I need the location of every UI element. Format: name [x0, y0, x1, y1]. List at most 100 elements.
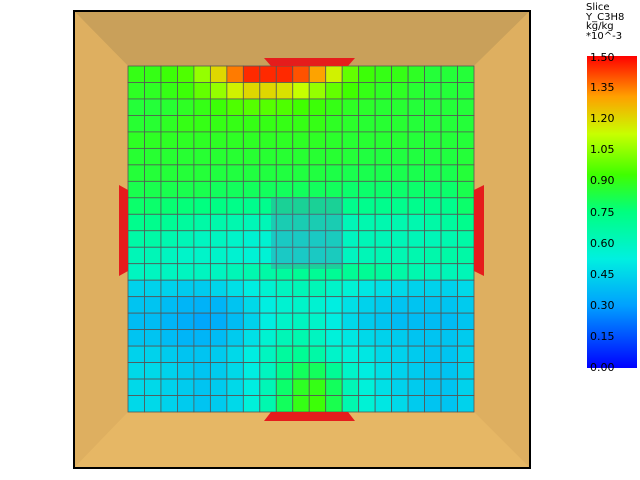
field-cell [440, 263, 458, 281]
field-cell [325, 147, 343, 166]
field-cell [259, 378, 277, 396]
field-cell [407, 263, 425, 281]
field-cell [358, 164, 376, 182]
field-cell [127, 147, 145, 166]
field-cell [209, 82, 228, 100]
field-cell [127, 131, 145, 149]
field-cell [177, 312, 195, 331]
field-cell [259, 131, 277, 149]
field-cell [424, 378, 442, 396]
field-cell [177, 230, 195, 248]
field-cell [457, 197, 475, 215]
tick-label: 1.05 [590, 143, 615, 156]
tick-label: 0.00 [590, 361, 615, 374]
field-cell [391, 65, 409, 83]
field-cell [424, 131, 442, 149]
field-cell [391, 213, 409, 232]
right-vent [474, 185, 484, 276]
field-cell [144, 345, 162, 363]
field-cell [242, 147, 261, 166]
field-cell [440, 131, 458, 149]
field-cell [424, 65, 442, 83]
field-cell [144, 131, 162, 149]
field-cell [374, 213, 393, 232]
field-cell [440, 180, 458, 199]
field-cell [457, 279, 475, 298]
field-cell [160, 82, 178, 100]
field-cell [193, 131, 211, 149]
field-cell [242, 296, 261, 314]
field-cell [308, 395, 327, 413]
field-cell [358, 115, 376, 133]
field-cell [358, 395, 376, 413]
field-cell [144, 279, 162, 298]
field-cell [391, 279, 409, 298]
field-cell [457, 230, 475, 248]
field-cell [292, 147, 310, 166]
field-cell [209, 329, 228, 347]
field-cell [440, 164, 458, 182]
field-cell [440, 115, 458, 133]
field-cell [308, 180, 327, 199]
field-cell [391, 115, 409, 133]
field-cell [209, 147, 228, 166]
field-cell [341, 296, 360, 314]
field-cell [341, 180, 360, 199]
field-cell [160, 279, 178, 298]
field-cell [160, 65, 178, 83]
field-cell [144, 246, 162, 265]
field-cell [226, 312, 244, 331]
field-cell [160, 98, 178, 116]
field-cell [226, 246, 244, 265]
field-cell [407, 312, 425, 331]
field-cell [325, 329, 343, 347]
field-cell [177, 362, 195, 380]
field-cell [193, 65, 211, 83]
field-cell [424, 312, 442, 331]
field-cell [127, 65, 145, 83]
field-cell [308, 345, 327, 363]
field-cell [177, 345, 195, 363]
field-cell [292, 395, 310, 413]
field-cell [308, 362, 327, 380]
field-cell [177, 98, 195, 116]
field-cell [275, 312, 294, 331]
field-cell [242, 164, 261, 182]
field-cell [407, 296, 425, 314]
colorbar [587, 56, 637, 368]
field-cell [226, 378, 244, 396]
field-cell [424, 362, 442, 380]
field-cell [407, 65, 425, 83]
field-cell [127, 180, 145, 199]
field-cell [374, 180, 393, 199]
field-cell [209, 197, 228, 215]
field-cell [308, 131, 327, 149]
field-cell [242, 98, 261, 116]
field-cell [407, 147, 425, 166]
field-cell [424, 82, 442, 100]
field-cell [358, 329, 376, 347]
field-cell [341, 82, 360, 100]
field-cell [177, 329, 195, 347]
field-cell [275, 115, 294, 133]
field-cell [242, 378, 261, 396]
field-cell [275, 362, 294, 380]
tick-label: 0.15 [590, 330, 615, 343]
field-cell [391, 180, 409, 199]
field-cell [144, 115, 162, 133]
field-cell [341, 395, 360, 413]
field-cell [325, 180, 343, 199]
field-cell [209, 378, 228, 396]
field-cell [424, 345, 442, 363]
field-cell [457, 312, 475, 331]
field-cell [177, 213, 195, 232]
field-cell [160, 345, 178, 363]
field-cell [193, 395, 211, 413]
field-cell [407, 131, 425, 149]
field-cell [374, 246, 393, 265]
field-cell [275, 180, 294, 199]
field-cell [209, 263, 228, 281]
field-cell [391, 246, 409, 265]
field-cell [374, 296, 393, 314]
colorbar-gradient [587, 56, 637, 368]
